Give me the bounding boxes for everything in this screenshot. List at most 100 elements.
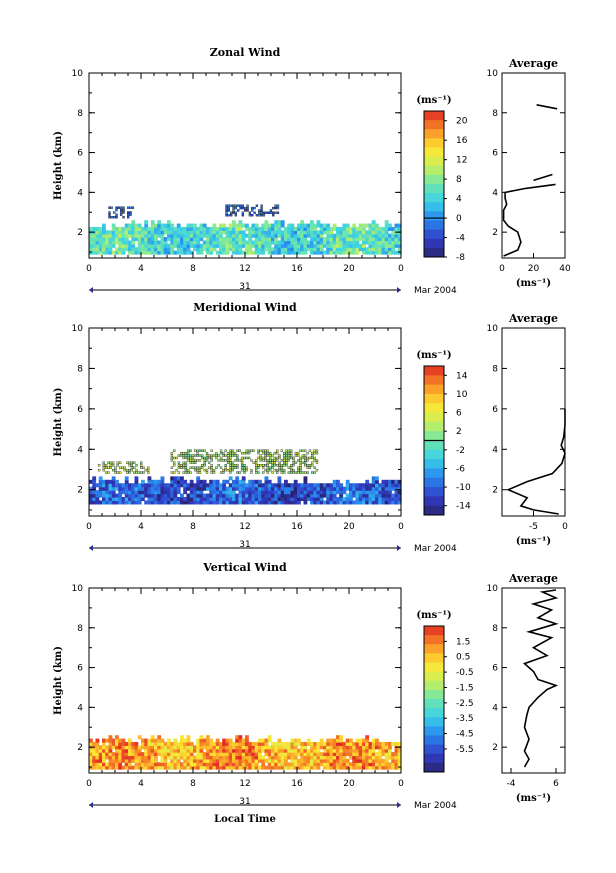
heatmap-cell — [283, 459, 286, 462]
heatmap-cell — [236, 466, 239, 469]
heatmap-cell — [264, 741, 269, 746]
heatmap-cell — [326, 496, 331, 502]
heatmap-cell — [115, 216, 118, 219]
heatmap-cell — [292, 456, 295, 460]
heatmap-cell — [115, 496, 119, 502]
heatmap-cell — [358, 741, 363, 746]
heatmap-cell — [355, 230, 360, 235]
heatmap-cell — [345, 493, 350, 498]
profile-title: Average — [508, 572, 558, 585]
heatmap-cell — [397, 233, 402, 238]
heatmap-cell — [121, 466, 124, 469]
heatmap-cell — [144, 250, 149, 255]
heatmap-cell — [326, 237, 331, 242]
heatmap-cell — [225, 204, 228, 207]
heatmap-cell — [98, 752, 103, 757]
heatmap-cell — [182, 464, 185, 467]
heatmap-cell — [349, 500, 353, 505]
heatmap-cell — [209, 230, 214, 235]
heatmap-cell — [381, 243, 386, 248]
heatmap-cell — [397, 762, 402, 767]
heatmap-cell — [160, 748, 165, 753]
heatmap-cell — [329, 230, 334, 235]
heatmap-cell — [245, 247, 249, 252]
heatmap-cell — [365, 748, 370, 753]
heatmap-cell — [150, 220, 155, 225]
heatmap-cell — [303, 233, 308, 238]
heatmap-cell — [154, 496, 158, 502]
heatmap-cell — [378, 247, 383, 252]
heatmap-cell — [248, 233, 253, 238]
heatmap-cell — [280, 230, 285, 235]
heatmap-cell — [225, 243, 230, 248]
heatmap-cell — [212, 758, 217, 763]
panel-title: Zonal Wind — [210, 46, 281, 59]
heatmap-cell — [287, 223, 292, 228]
heatmap-cell — [278, 466, 281, 469]
heatmap-cell — [118, 500, 123, 505]
heatmap-cell — [254, 490, 259, 495]
heatmap-cell — [300, 741, 305, 746]
heatmap-cell — [111, 468, 115, 472]
heatmap-cell — [293, 237, 298, 242]
heatmap-cell — [245, 483, 249, 488]
heatmap-cell — [115, 745, 119, 750]
heatmap-cell — [225, 765, 230, 770]
heatmap-cell — [180, 479, 184, 484]
heatmap-cell — [371, 490, 376, 495]
heatmap-cell — [157, 250, 162, 255]
y-tick-label: 6 — [77, 149, 83, 159]
heatmap-cell — [313, 758, 318, 763]
heatmap-cell — [371, 755, 376, 760]
heatmap-cell — [384, 220, 389, 225]
heatmap-cell — [287, 240, 292, 245]
heatmap-cell — [235, 745, 240, 750]
heatmap-cell — [229, 471, 232, 474]
colorbar-tick-label: 1.5 — [456, 637, 470, 647]
heatmap-cell — [316, 490, 321, 495]
heatmap-cell — [89, 250, 93, 255]
heatmap-cell — [128, 486, 132, 491]
heatmap-cell — [342, 486, 347, 491]
heatmap-cell — [339, 490, 344, 495]
heatmap-cell — [109, 461, 112, 464]
heatmap-cell — [245, 765, 249, 770]
heatmap-cell — [245, 741, 249, 746]
heatmap-cell — [319, 230, 324, 235]
heatmap-cell — [189, 745, 194, 750]
heatmap-cell — [371, 240, 376, 245]
y-tick-label: 8 — [77, 109, 83, 119]
heatmap-cell — [186, 748, 191, 753]
heatmap-cell — [248, 247, 253, 252]
heatmap-cell — [303, 223, 308, 228]
heatmap-cell — [339, 483, 344, 488]
heatmap-cell — [225, 233, 230, 238]
heatmap-cell — [261, 237, 266, 242]
heatmap-cell — [342, 755, 347, 760]
heatmap-cell — [352, 500, 357, 505]
heatmap-cell — [259, 456, 262, 460]
heatmap-cell — [310, 758, 314, 763]
heatmap-cell — [184, 454, 188, 457]
heatmap-cell — [232, 748, 236, 753]
heatmap-cell — [358, 745, 363, 750]
heatmap-cell — [285, 459, 288, 462]
heatmap-cell — [102, 223, 106, 228]
heatmap-cell — [280, 233, 285, 238]
heatmap-cell — [198, 449, 202, 452]
heatmap-cell — [163, 758, 168, 763]
heatmap-cell — [287, 449, 291, 452]
heatmap-cell — [230, 204, 233, 207]
heatmap-cell — [272, 206, 275, 210]
heatmap-cell — [232, 745, 236, 750]
heatmap-cell — [111, 479, 116, 484]
heatmap-cell — [102, 493, 106, 498]
heatmap-cell — [332, 233, 337, 238]
heatmap-cell — [202, 486, 207, 491]
heatmap-cell — [358, 226, 363, 231]
heatmap-cell — [235, 752, 240, 757]
heatmap-cell — [154, 500, 158, 505]
heatmap-cell — [250, 468, 253, 472]
heatmap-cell — [157, 490, 162, 495]
